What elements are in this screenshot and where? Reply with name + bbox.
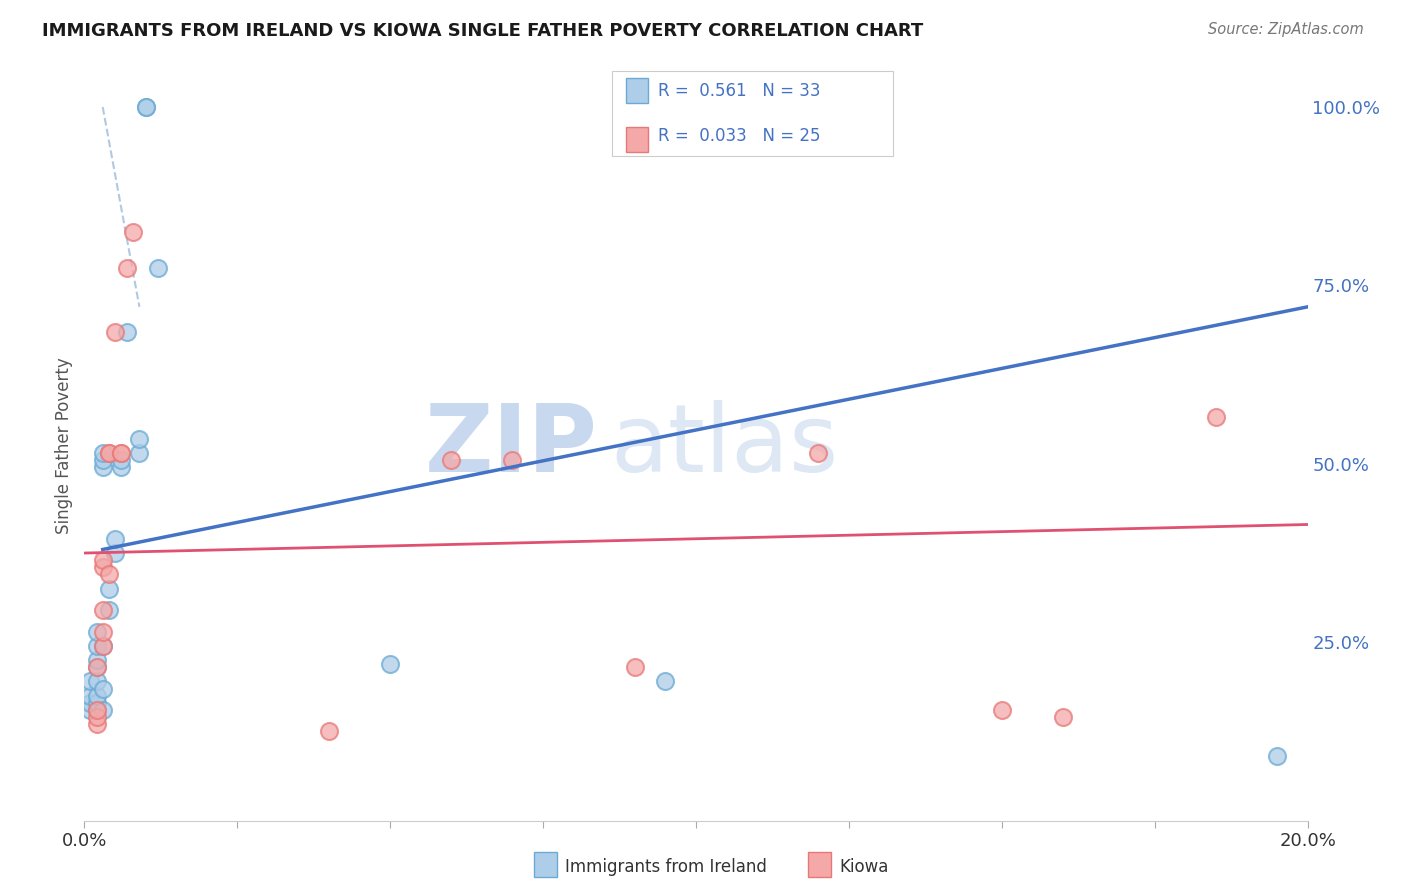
Point bbox=[86, 624, 108, 639]
Point bbox=[86, 674, 108, 689]
Point bbox=[122, 225, 145, 239]
Point bbox=[91, 560, 114, 574]
Point bbox=[991, 703, 1014, 717]
Point bbox=[91, 681, 114, 696]
Point bbox=[86, 717, 108, 731]
Point bbox=[91, 446, 114, 460]
Point bbox=[97, 446, 120, 460]
Point bbox=[97, 603, 120, 617]
Point bbox=[97, 446, 120, 460]
Text: Source: ZipAtlas.com: Source: ZipAtlas.com bbox=[1208, 22, 1364, 37]
Point bbox=[91, 453, 114, 467]
Point bbox=[104, 325, 127, 339]
Point bbox=[807, 446, 830, 460]
Text: ZIP: ZIP bbox=[425, 400, 598, 492]
Point bbox=[128, 446, 150, 460]
Point bbox=[86, 696, 108, 710]
Point bbox=[1052, 710, 1074, 724]
Point bbox=[104, 546, 127, 560]
Point bbox=[110, 453, 132, 467]
Point bbox=[110, 446, 132, 460]
Text: R =  0.033   N = 25: R = 0.033 N = 25 bbox=[658, 127, 821, 145]
Point bbox=[91, 639, 114, 653]
Point bbox=[115, 325, 138, 339]
Y-axis label: Single Father Poverty: Single Father Poverty bbox=[55, 358, 73, 534]
Point bbox=[654, 674, 676, 689]
Point bbox=[91, 703, 114, 717]
Point bbox=[318, 724, 340, 739]
Point bbox=[440, 453, 463, 467]
Point bbox=[135, 100, 157, 114]
Point bbox=[110, 446, 132, 460]
Point bbox=[86, 689, 108, 703]
Point bbox=[86, 710, 108, 724]
Text: atlas: atlas bbox=[610, 400, 838, 492]
Text: Immigrants from Ireland: Immigrants from Ireland bbox=[565, 858, 768, 876]
Point bbox=[86, 703, 108, 717]
Point bbox=[91, 603, 114, 617]
Text: R =  0.561   N = 33: R = 0.561 N = 33 bbox=[658, 82, 821, 100]
Point bbox=[128, 432, 150, 446]
Point bbox=[86, 703, 108, 717]
Point bbox=[135, 100, 157, 114]
Point bbox=[380, 657, 402, 671]
Point bbox=[86, 639, 108, 653]
Text: IMMIGRANTS FROM IRELAND VS KIOWA SINGLE FATHER POVERTY CORRELATION CHART: IMMIGRANTS FROM IRELAND VS KIOWA SINGLE … bbox=[42, 22, 924, 40]
Text: Kiowa: Kiowa bbox=[839, 858, 889, 876]
Point bbox=[86, 660, 108, 674]
Point bbox=[97, 567, 120, 582]
Point bbox=[624, 660, 647, 674]
Point bbox=[91, 639, 114, 653]
Point bbox=[79, 696, 101, 710]
Point bbox=[86, 660, 108, 674]
Point bbox=[86, 653, 108, 667]
Point bbox=[502, 453, 524, 467]
Point bbox=[1205, 410, 1227, 425]
Point bbox=[79, 703, 101, 717]
Point bbox=[79, 689, 101, 703]
Point bbox=[110, 460, 132, 475]
Point bbox=[91, 624, 114, 639]
Point bbox=[91, 553, 114, 567]
Point bbox=[1265, 749, 1288, 764]
Point bbox=[97, 582, 120, 596]
Point bbox=[146, 260, 169, 275]
Point bbox=[115, 260, 138, 275]
Point bbox=[91, 460, 114, 475]
Point bbox=[79, 674, 101, 689]
Point bbox=[104, 532, 127, 546]
